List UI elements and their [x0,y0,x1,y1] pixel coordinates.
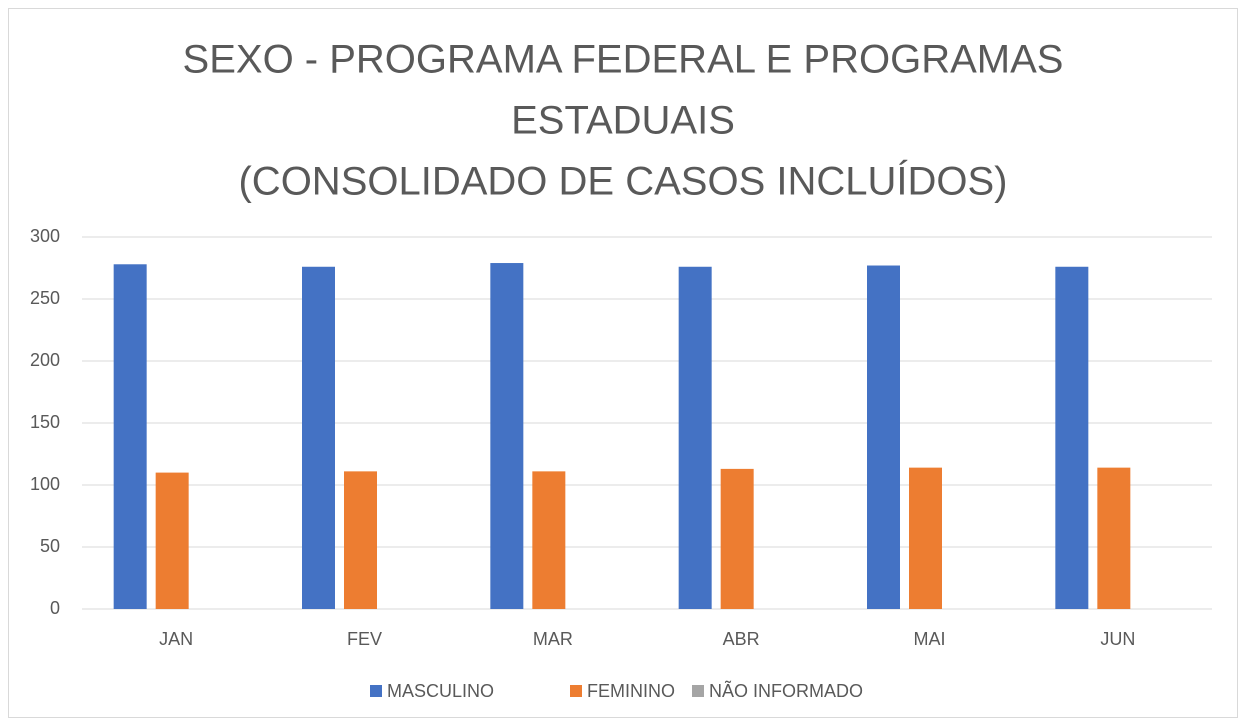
bar [867,265,900,609]
bar [720,468,754,609]
x-tick-label: JAN [159,629,193,649]
chart-frame [8,8,1238,718]
x-tick-label: ABR [723,629,760,649]
x-tick-label: FEV [347,629,382,649]
bar [678,266,712,609]
legend-label: MASCULINO [387,681,494,701]
x-tick-label: MAR [533,629,573,649]
bar [490,263,524,609]
bar [344,471,377,609]
x-tick-label: MAI [913,629,945,649]
legend-swatch [570,685,582,697]
y-tick-label: 300 [30,226,60,246]
chart-title: SEXO - PROGRAMA FEDERAL E PROGRAMAS [183,38,1064,82]
bar [113,264,147,609]
bar [532,471,566,609]
bar [909,467,942,609]
legend-label: NÃO INFORMADO [709,680,863,701]
bar [155,472,189,609]
y-tick-label: 100 [30,474,60,494]
chart-title: ESTADUAIS [511,99,735,143]
legend-label: FEMININO [587,681,675,701]
bar [302,266,335,609]
y-tick-label: 0 [50,598,60,618]
legend-swatch [692,685,704,697]
y-tick-label: 150 [30,412,60,432]
bar [1097,467,1131,609]
bar [1055,266,1089,609]
y-tick-label: 200 [30,350,60,370]
y-tick-label: 250 [30,288,60,308]
legend-swatch [370,685,382,697]
y-tick-label: 50 [40,536,60,556]
x-tick-label: JUN [1100,629,1135,649]
chart-title: (CONSOLIDADO DE CASOS INCLUÍDOS) [238,159,1007,204]
